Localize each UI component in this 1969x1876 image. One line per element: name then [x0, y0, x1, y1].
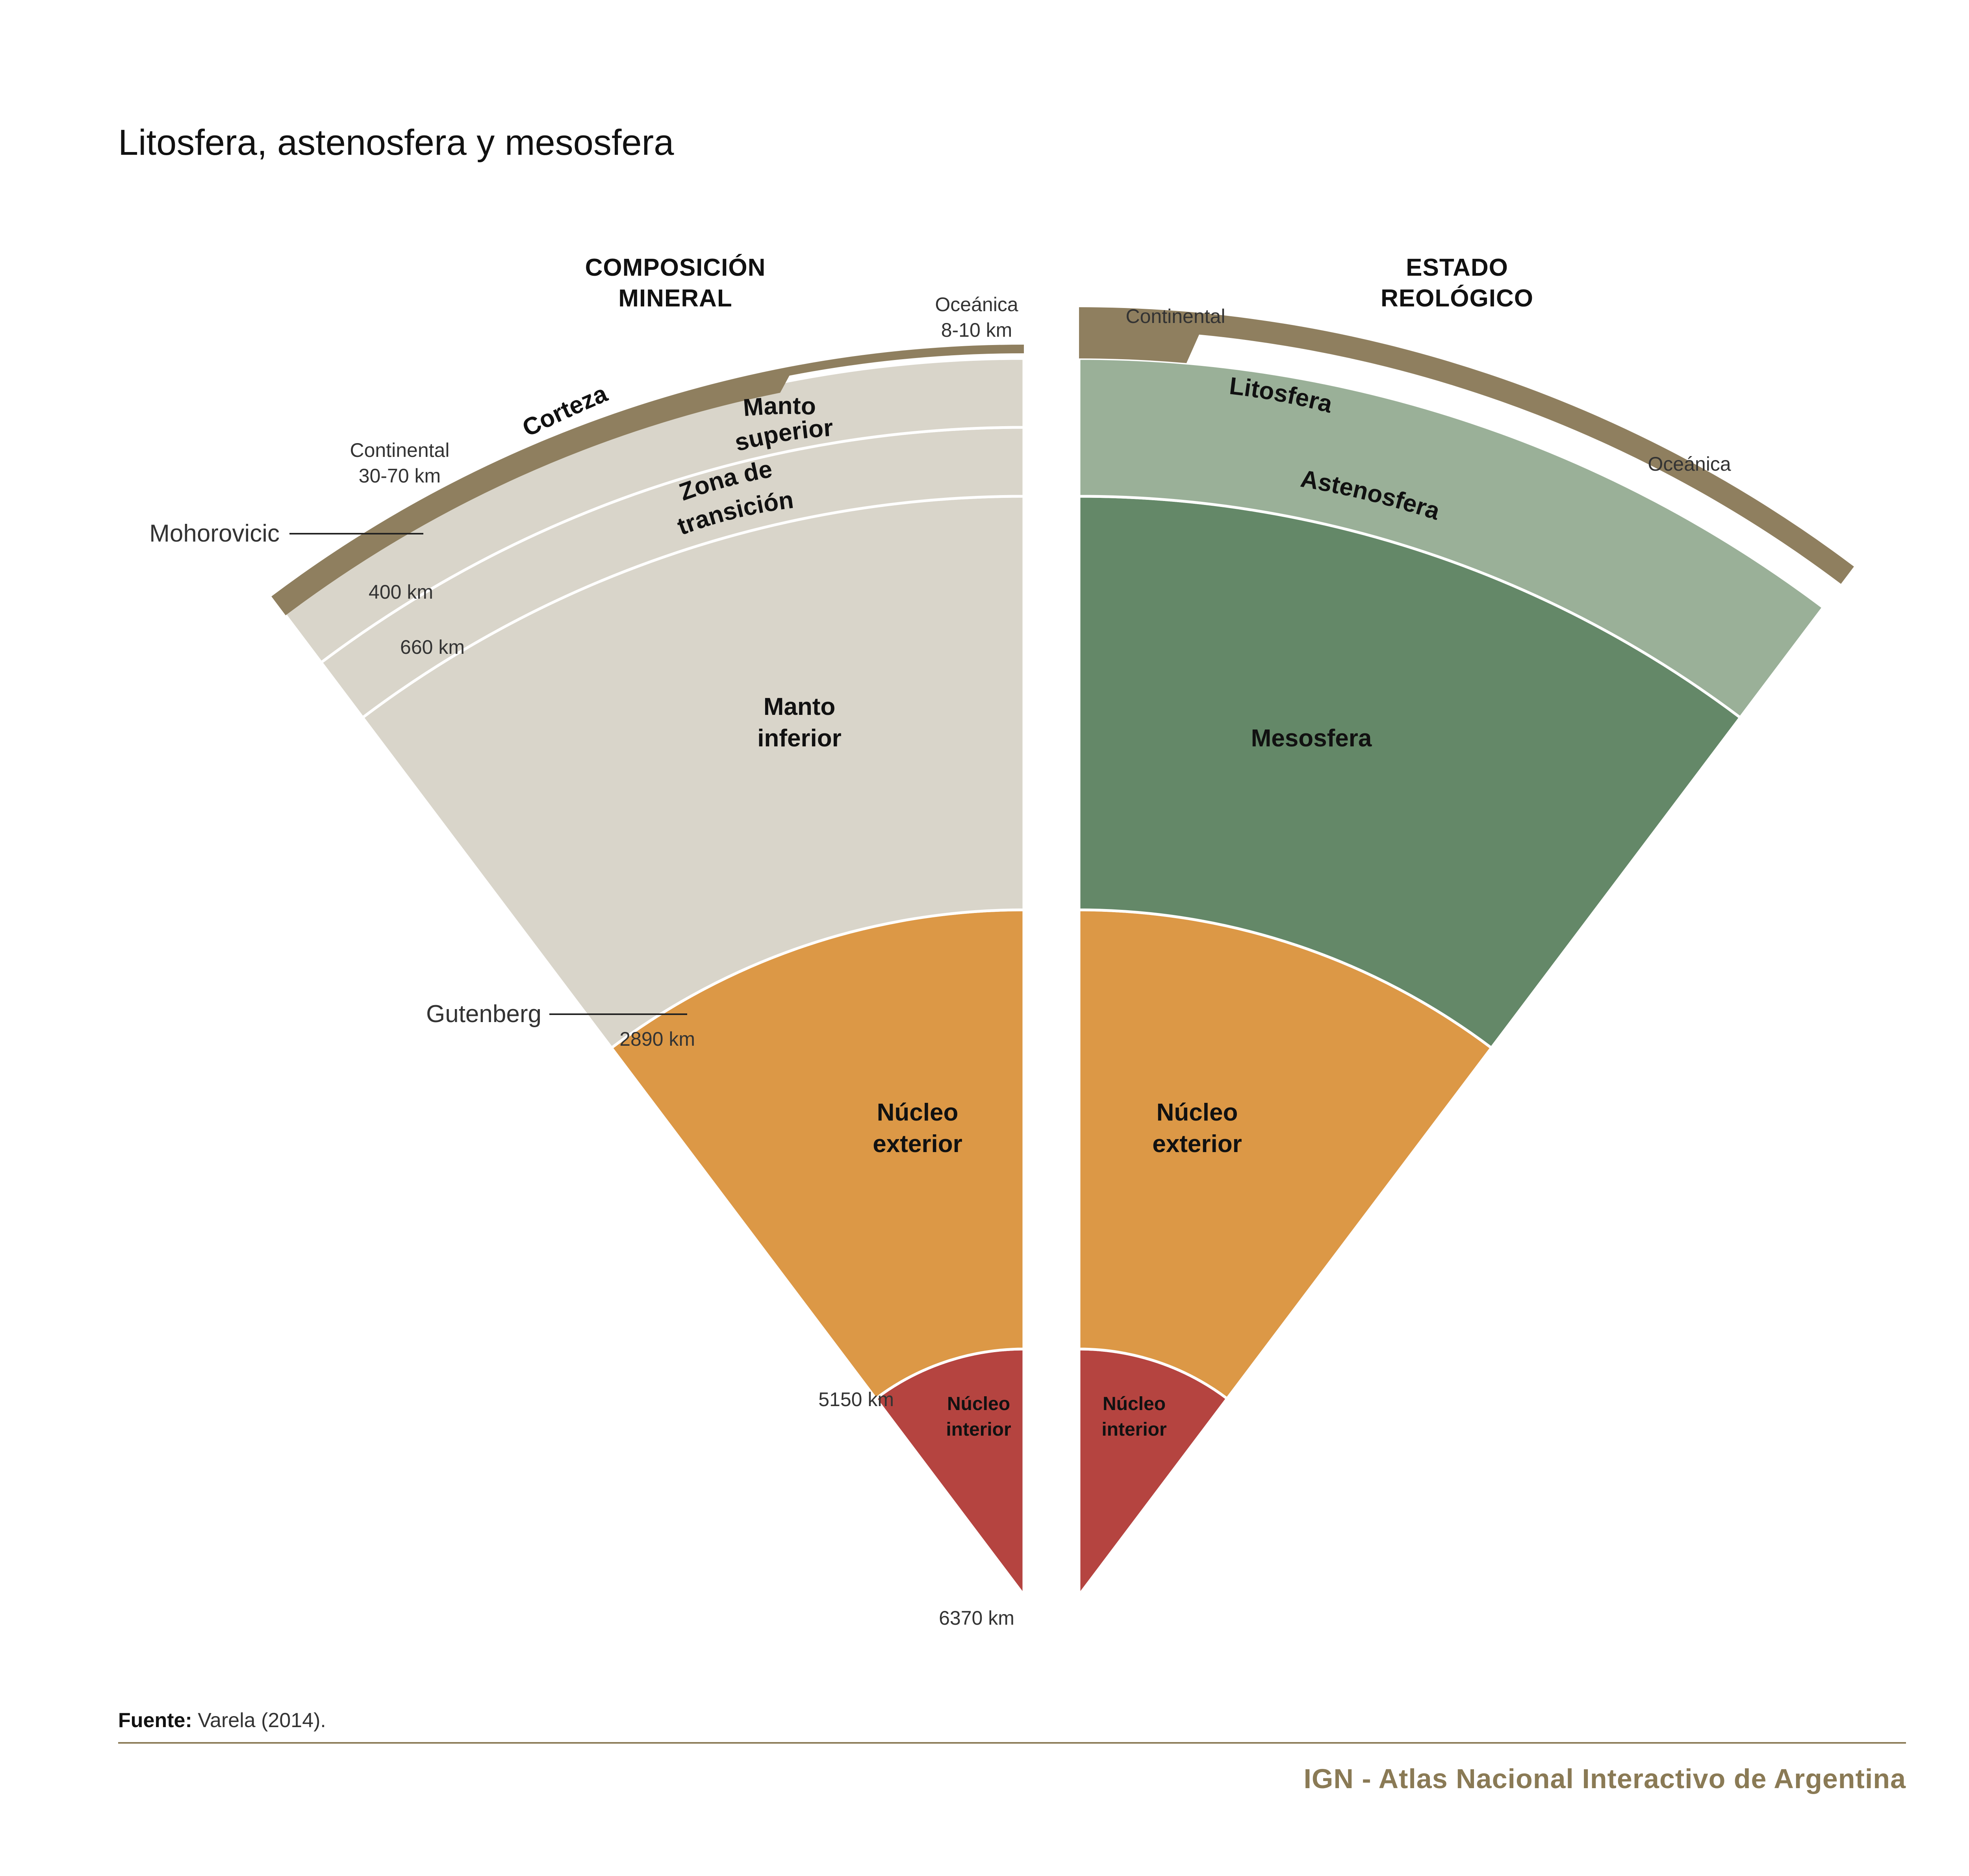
- right-lithosphere-layer: [1079, 307, 1854, 584]
- label-right-nucleo-exterior-1: Núcleo: [1157, 1099, 1238, 1126]
- right-panel-header-line1: ESTADO: [1406, 254, 1508, 281]
- boundary-6370km: 6370 km: [939, 1607, 1014, 1629]
- label-right-nucleo-interior-2: interior: [1101, 1419, 1166, 1440]
- right-inner-core-layer: [1077, 1347, 1229, 1597]
- boundary-2890km: 2890 km: [619, 1028, 695, 1050]
- left-panel-header-line2: MINERAL: [618, 285, 732, 312]
- label-nucleo-exterior-2: exterior: [873, 1130, 962, 1158]
- label-right-nucleo-exterior-2: exterior: [1152, 1130, 1242, 1158]
- boundary-gutenberg: Gutenberg: [426, 1000, 541, 1028]
- right-wedge: [1077, 307, 1854, 1597]
- note-right-continental: Continental: [1126, 305, 1226, 327]
- boundary-660km: 660 km: [400, 636, 465, 658]
- label-mesosfera: Mesosfera: [1251, 725, 1372, 752]
- note-continental-2: 30-70 km: [359, 465, 441, 487]
- note-continental-1: Continental: [350, 439, 450, 461]
- source-text: Varela (2014).: [192, 1709, 326, 1732]
- note-oceanica-1: Oceánica: [935, 293, 1018, 315]
- footer-credit: IGN - Atlas Nacional Interactivo de Arge…: [1303, 1763, 1906, 1794]
- source-line: Fuente: Varela (2014).: [118, 1709, 326, 1732]
- label-manto-superior-1: Manto: [742, 392, 817, 422]
- left-panel-header-line1: COMPOSICIÓN: [585, 254, 766, 281]
- source-label: Fuente:: [118, 1709, 192, 1732]
- right-panel-header-line2: REOLÓGICO: [1381, 285, 1533, 312]
- boundary-mohorovicic: Mohorovicic: [149, 520, 280, 547]
- left-inner-core-layer: [874, 1347, 1025, 1597]
- label-nucleo-interior-1: Núcleo: [947, 1394, 1010, 1414]
- left-wedge: [271, 345, 1025, 1597]
- label-nucleo-exterior-1: Núcleo: [877, 1099, 959, 1126]
- label-nucleo-interior-2: interior: [946, 1419, 1011, 1440]
- boundary-400km: 400 km: [369, 581, 433, 603]
- right-asthenosphere-layer: [1077, 357, 1825, 719]
- note-oceanica-2: 8-10 km: [941, 319, 1012, 341]
- label-manto-inferior-1: Manto: [764, 693, 836, 720]
- boundary-5150km: 5150 km: [818, 1388, 894, 1410]
- note-right-oceanica: Oceánica: [1648, 453, 1731, 475]
- page-title: Litosfera, astenosfera y mesosfera: [118, 122, 674, 163]
- label-manto-inferior-2: inferior: [757, 725, 842, 752]
- label-right-nucleo-interior-1: Núcleo: [1103, 1394, 1166, 1414]
